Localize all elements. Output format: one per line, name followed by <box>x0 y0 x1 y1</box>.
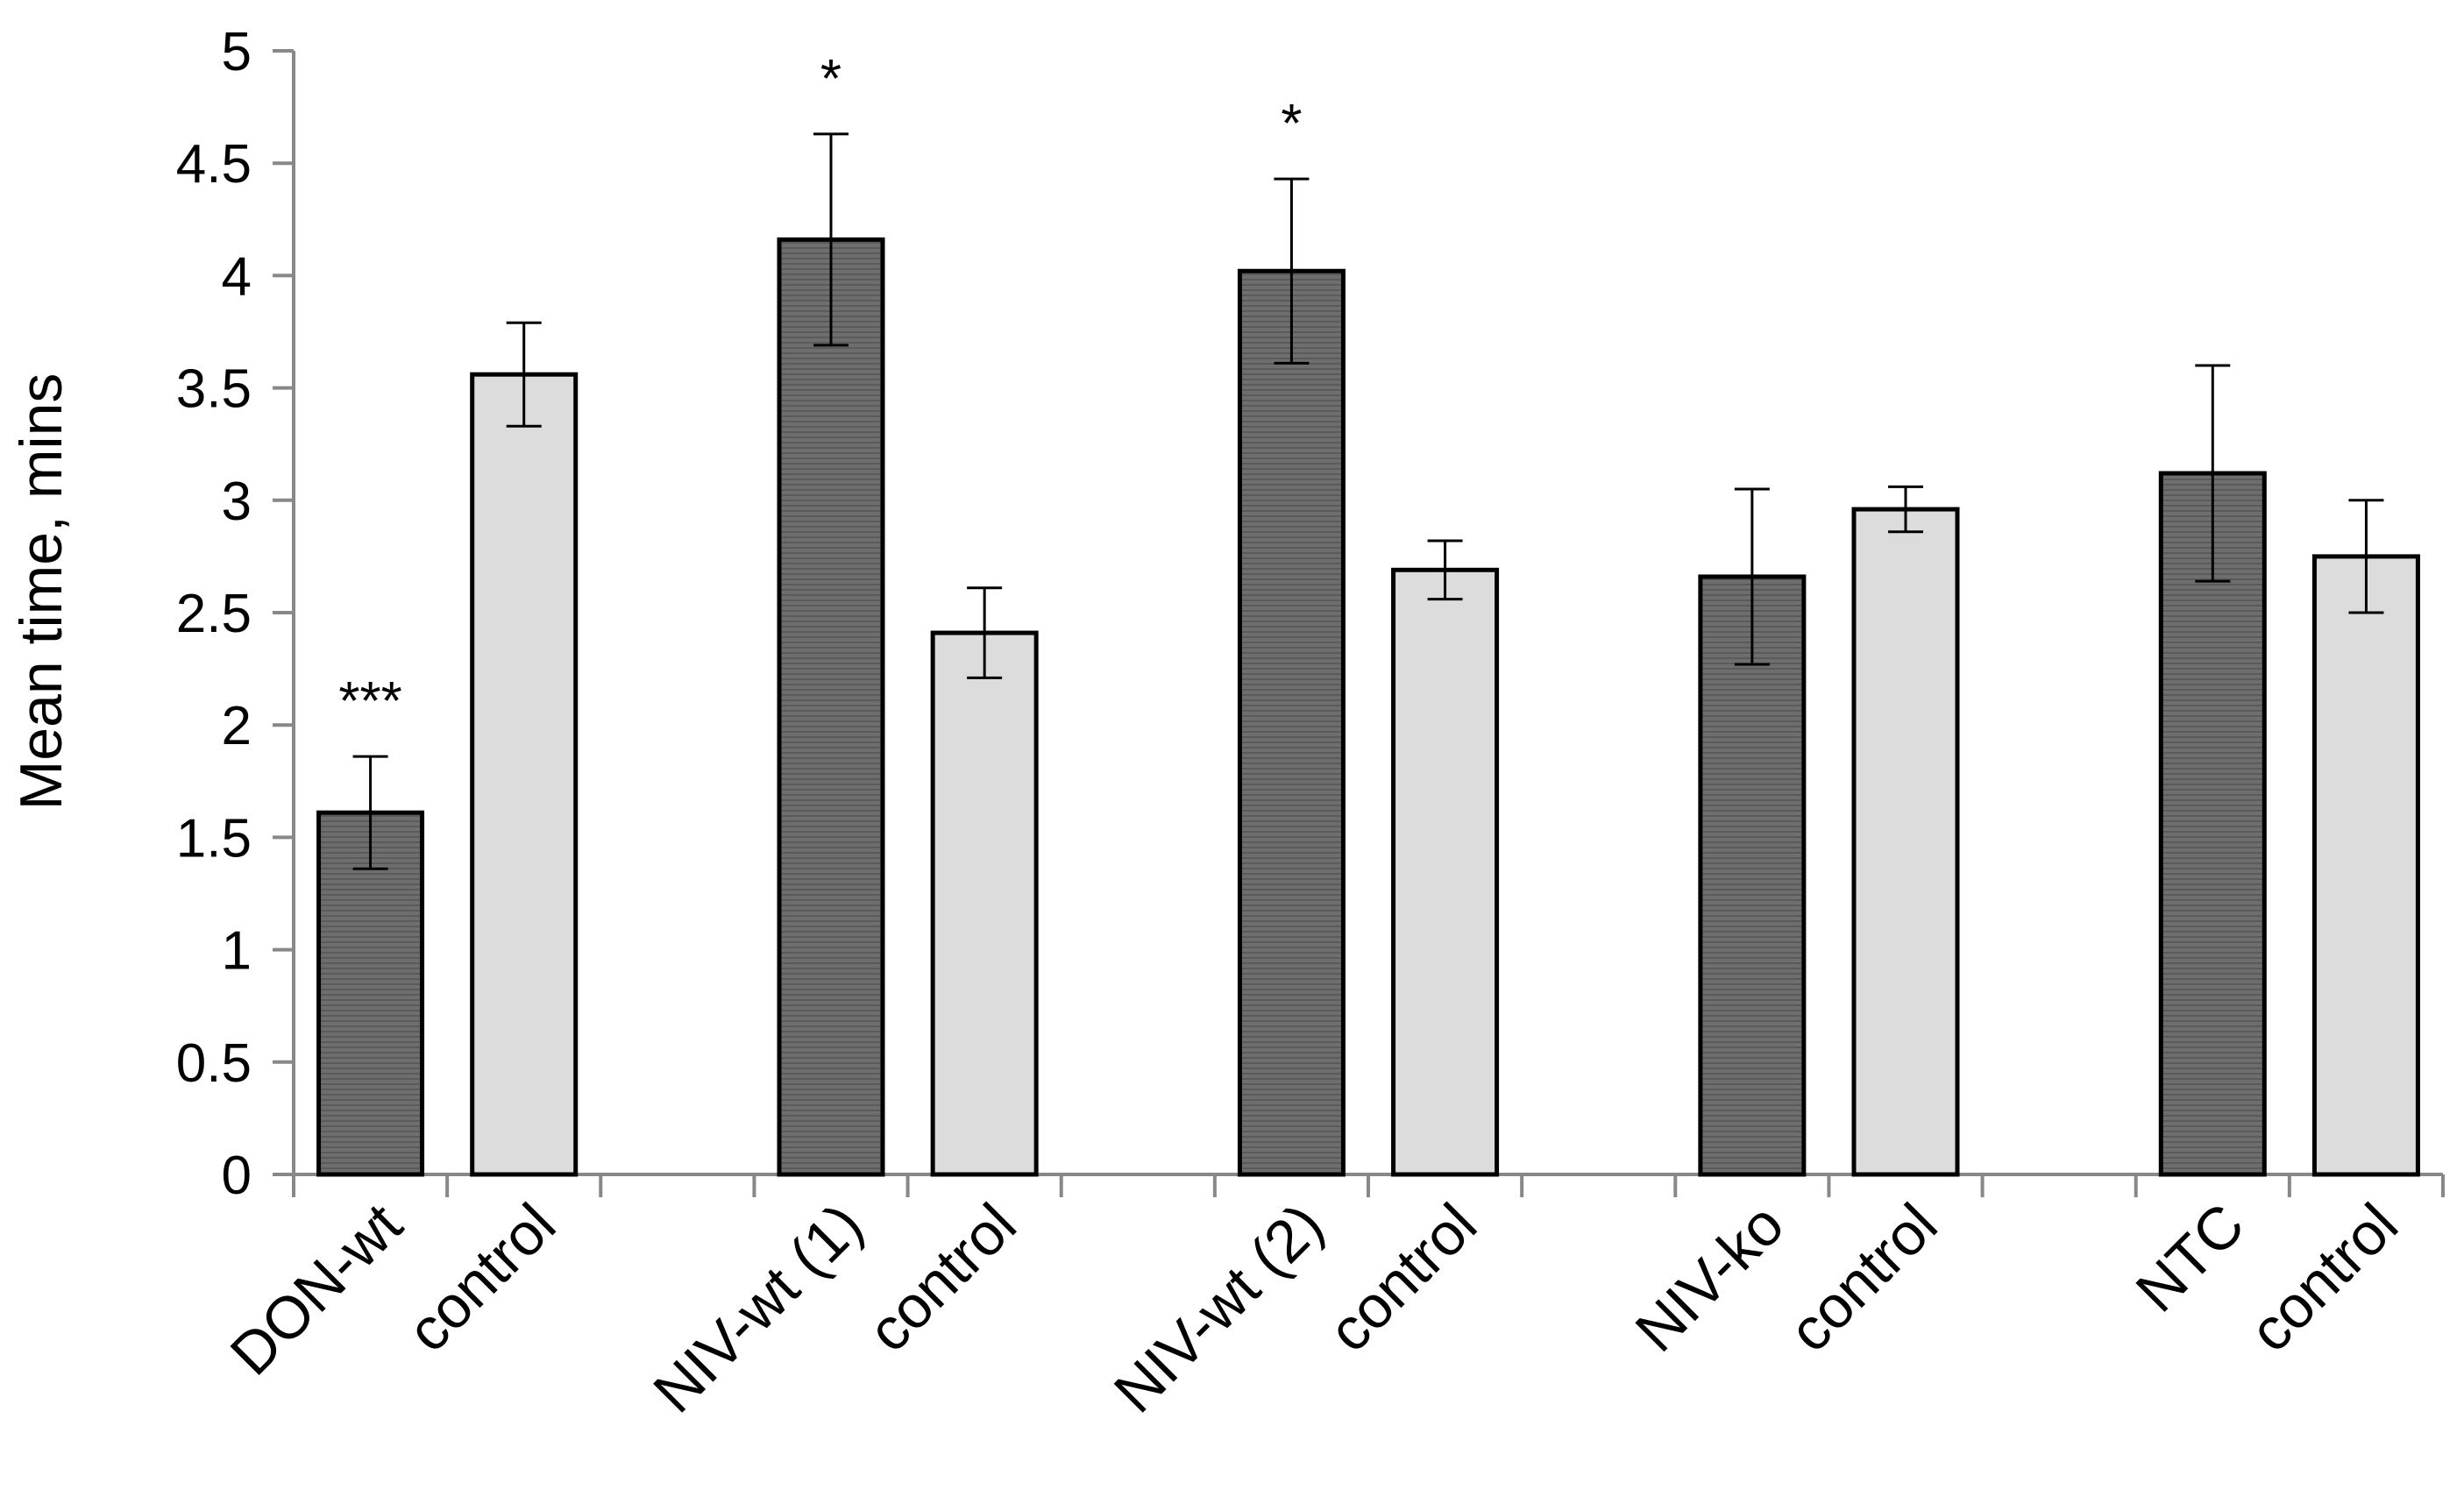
control-bar <box>470 372 579 1177</box>
y-tick-label: 1.5 <box>176 808 252 869</box>
control-bar <box>2311 554 2420 1177</box>
bars <box>316 132 2420 1177</box>
y-tick-label: 0 <box>222 1146 252 1206</box>
significance-label: *** <box>338 671 401 732</box>
y-tick-label: 2 <box>222 696 252 756</box>
x-category-label: control <box>1777 1191 1950 1365</box>
significance-label: * <box>1281 94 1302 154</box>
y-tick-label: 4 <box>222 246 252 307</box>
y-tick-label: 3.5 <box>176 359 252 420</box>
x-category-label: control <box>1316 1191 1489 1365</box>
y-tick-label: 4.5 <box>176 134 252 195</box>
y-tick-label: 5 <box>222 22 252 82</box>
x-category-label: NIV-wt (2) <box>1102 1191 1336 1425</box>
treatment-bar <box>1698 574 1807 1177</box>
control-bar <box>930 630 1039 1177</box>
treatment-bar <box>777 237 885 1177</box>
x-category-label: control <box>2237 1191 2411 1365</box>
axes <box>273 49 2445 1197</box>
y-tick-label: 3 <box>222 472 252 532</box>
x-category-label: NTC <box>2123 1191 2257 1325</box>
control-bar <box>1851 507 1960 1177</box>
x-category-label: NIV-ko <box>1623 1191 1796 1365</box>
x-category-label: DON-wt <box>217 1191 415 1388</box>
significance-label: * <box>820 49 841 110</box>
x-category-label: NIV-wt (1) <box>641 1191 875 1425</box>
y-axis-title: Mean time, mins <box>8 373 75 811</box>
y-tick-label: 2.5 <box>176 584 252 644</box>
treatment-bar <box>316 810 425 1177</box>
treatment-bar <box>1237 268 1346 1177</box>
y-tick-label: 0.5 <box>176 1033 252 1094</box>
control-bar <box>1391 567 1500 1177</box>
y-tick-label: 1 <box>222 921 252 982</box>
x-category-label: control <box>856 1191 1029 1365</box>
x-category-label: control <box>394 1191 568 1365</box>
